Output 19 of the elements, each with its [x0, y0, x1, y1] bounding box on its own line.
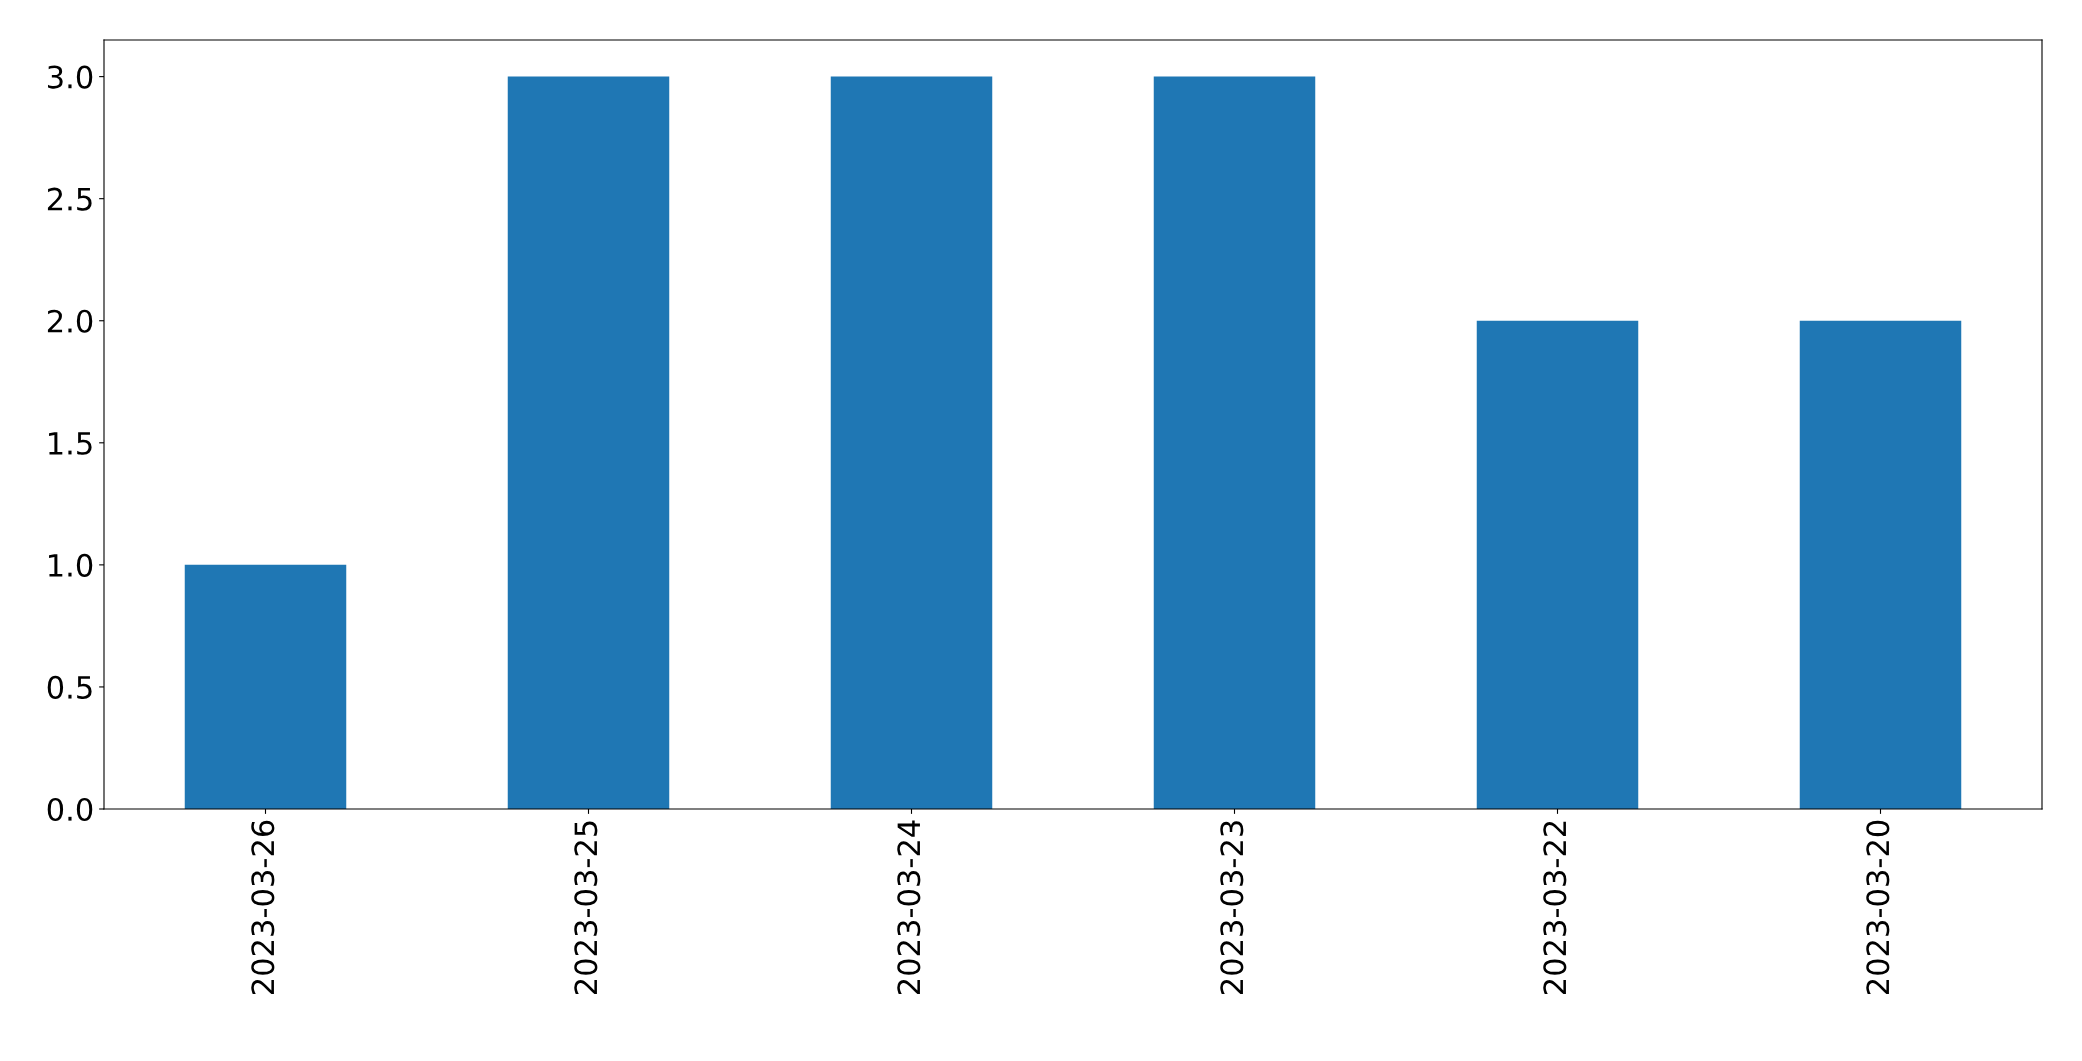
bar	[507, 76, 670, 809]
y-tick-label: 2.5	[47, 187, 92, 211]
y-tick-label: 3.0	[48, 65, 93, 89]
bar	[830, 76, 993, 809]
x-tick-label: 2023-03-24	[897, 820, 921, 995]
x-tick-label: 2023-03-22	[1543, 821, 1567, 995]
x-tick-label: 2023-03-26	[251, 820, 275, 995]
x-tick-label: 2023-03-25	[574, 821, 598, 995]
y-tick-label: 2.0	[47, 309, 93, 333]
bar	[1153, 76, 1316, 809]
y-tick-label: 0.0	[47, 797, 93, 822]
bar	[184, 564, 347, 809]
x-tick-label: 2023-03-23	[1220, 821, 1244, 995]
x-tick-label: 2023-03-20	[1866, 820, 1890, 995]
bar	[1799, 320, 1962, 809]
y-tick-label: 1.0	[49, 553, 93, 577]
y-tick-label: 1.5	[49, 432, 92, 455]
y-tick-label: 0.5	[47, 675, 92, 699]
bar	[1476, 320, 1639, 809]
